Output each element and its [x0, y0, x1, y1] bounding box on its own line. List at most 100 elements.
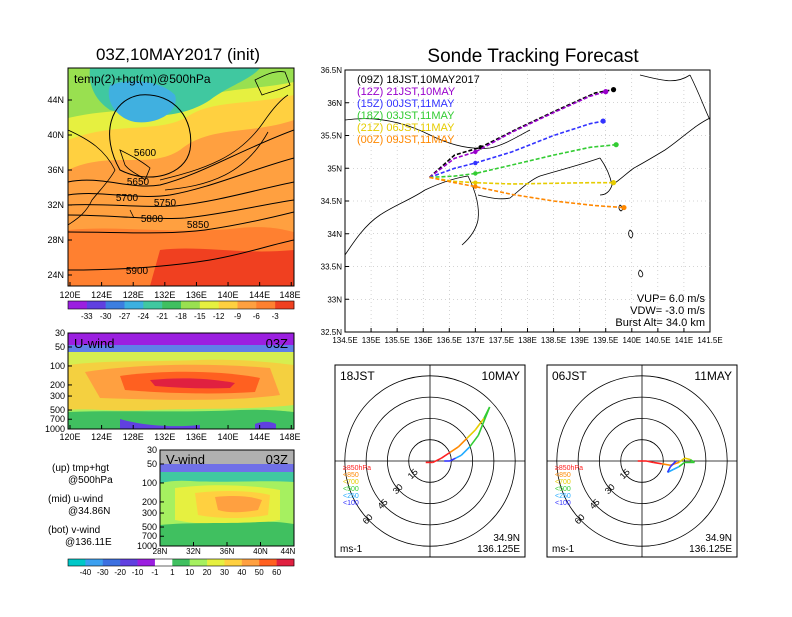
map-colorbar-label: -21: [156, 312, 168, 321]
v-colorbar-swatch: [120, 559, 138, 566]
hodo-legend-entry: <100: [343, 500, 359, 507]
map-lon-ticks: 120E 124E 128E 132E 136E 140E 144E 148E: [59, 282, 301, 300]
hodo-trace: [669, 460, 677, 468]
hodo-legend-entry: ≥850hPa: [555, 465, 583, 472]
v-colorbar-swatch: [85, 559, 104, 566]
map-lat-tick: 44N: [47, 95, 64, 105]
track-lon-tick: 137E: [466, 336, 485, 345]
map-colorbar-swatch: [143, 301, 163, 309]
pressure-tick: 500: [142, 522, 157, 532]
note-up-b: @500hPa: [68, 475, 113, 486]
hodo-left-time: 18JST: [340, 369, 375, 383]
contour-label: 5800: [141, 214, 164, 225]
hodo-left-lat: 34.9N: [493, 533, 520, 544]
track-legend-entry: (12Z) 21JST,10MAY: [357, 86, 456, 98]
map-colorbar: -33 -30 -27 -24 -21 -18 -15 -12 -9 -6 -3: [67, 300, 295, 321]
note-bot-a: (bot) v-wind: [48, 525, 100, 536]
v-wind-time: 03Z: [266, 452, 288, 467]
track-lon-tick: 135E: [362, 336, 381, 345]
contour-label: 5850: [187, 220, 210, 231]
hodo-trace: [684, 457, 691, 461]
hodo-left-lon: 136.125E: [477, 544, 520, 555]
hodo-right-date: 11MAY: [694, 369, 732, 383]
map-colorbar-swatch: [124, 301, 144, 309]
map-colorbar-swatch: [68, 301, 88, 309]
hodo-trace: [432, 457, 442, 464]
pressure-tick: 200: [50, 380, 65, 390]
map-panel: 5600 5650 5700 5750 5800 5850 5900 temp(…: [47, 67, 301, 321]
note-bot-b: @136.11E: [65, 537, 112, 548]
track-lon-tick: 138.5E: [541, 336, 566, 345]
map-colorbar-swatch: [199, 301, 219, 309]
pressure-tick: 30: [147, 445, 157, 455]
pressure-tick: 1000: [137, 541, 157, 551]
hodo-legend-entry: <700: [555, 479, 571, 486]
u-wind-time: 03Z: [266, 336, 288, 351]
v-lat-ticks: 28N 32N 36N 40N 44N: [153, 542, 296, 556]
u-lon-tick: 124E: [91, 432, 112, 442]
track-lon-tick: 139.5E: [593, 336, 618, 345]
map-colorbar-swatch: [162, 301, 182, 309]
map-colorbar-swatch: [256, 301, 276, 309]
track-lon-tick: 134.5E: [332, 336, 357, 345]
v-colorbar-label: 1: [170, 568, 175, 577]
hodo-legend-entry: <700: [343, 479, 359, 486]
v-colorbar-swatch: [137, 559, 156, 566]
track-line: [429, 143, 617, 179]
map-colorbar-label: -30: [100, 312, 112, 321]
track-line: [429, 176, 625, 209]
v-colorbar-swatch: [68, 559, 86, 566]
map-lon-tick: 140E: [218, 290, 239, 300]
pressure-tick: 700: [142, 531, 157, 541]
v-colorbar-swatch: [189, 559, 208, 566]
v-colorbar-swatch: [241, 559, 260, 566]
track-burst-point: [473, 149, 478, 155]
hodo-ring-label: 60: [573, 512, 587, 526]
hodo-trace: [440, 451, 451, 459]
hodo-trace: [457, 437, 468, 448]
map-colorbar-swatch: [105, 301, 125, 309]
contour-label: 5650: [127, 177, 150, 188]
hodo-left-date: 10MAY: [482, 369, 520, 383]
vup-text: VUP= 6.0 m/s: [637, 293, 706, 305]
pressure-tick: 200: [142, 497, 157, 507]
hodo-legend-entry: <100: [555, 500, 571, 507]
map-colorbar-swatch: [181, 301, 201, 309]
hodo-right-lat: 34.9N: [705, 533, 732, 544]
track-lon-tick: 136.5E: [437, 336, 462, 345]
v-colorbar-label: 30: [220, 568, 229, 577]
map-colorbar-label: -15: [194, 312, 206, 321]
hodo-trace: [466, 429, 477, 439]
map-colorbar-swatch: [218, 301, 238, 309]
track-endpoint: [600, 118, 606, 124]
track-lon-tick: 140E: [622, 336, 641, 345]
contour-label: 5600: [134, 148, 157, 159]
track-lon-ticks: 134.5E 135E 135.5E 136E 136.5E 137E 137.5E 138E…: [332, 328, 723, 345]
v-colorbar-label: 40: [237, 568, 246, 577]
map-lat-ticks: 44N 40N 36N 32N 28N 24N: [47, 95, 72, 280]
track-legend: (09Z) 18JST,10MAY2017(12Z) 21JST,10MAY(1…: [357, 74, 480, 146]
left-title: 03Z,10MAY2017 (init): [96, 45, 260, 64]
hodo-trace: [666, 466, 672, 473]
map-lat-tick: 32N: [47, 200, 64, 210]
track-burst-point: [473, 180, 478, 185]
track-lat-tick: 34.5N: [321, 197, 343, 206]
hodo-legend-entry: <250: [343, 493, 359, 500]
hodo-trace: [474, 417, 485, 431]
u-lon-tick: 140E: [218, 432, 239, 442]
pressure-tick: 500: [50, 405, 65, 415]
note-up-a: (up) tmp+hgt: [52, 463, 109, 474]
pressure-tick: 100: [142, 478, 157, 488]
hodo-left-unit: ms-1: [340, 544, 363, 555]
track-panel: 36.5N 36N 35.5N 35N 34.5N 34N 33.5N 33N 32.5N 13…: [321, 66, 723, 345]
u-lon-ticks: 120E 124E 128E 132E 136E 140E 144E 148E: [59, 425, 301, 442]
track-lat-tick: 33.5N: [321, 263, 343, 272]
vdw-text: VDW= -3.0 m/s: [630, 305, 705, 317]
track-lon-tick: 139E: [570, 336, 589, 345]
pressure-tick: 100: [50, 361, 65, 371]
contour-label: 5750: [154, 198, 177, 209]
map-colorbar-label: -18: [175, 312, 187, 321]
note-mid-a: (mid) u-wind: [48, 494, 103, 505]
